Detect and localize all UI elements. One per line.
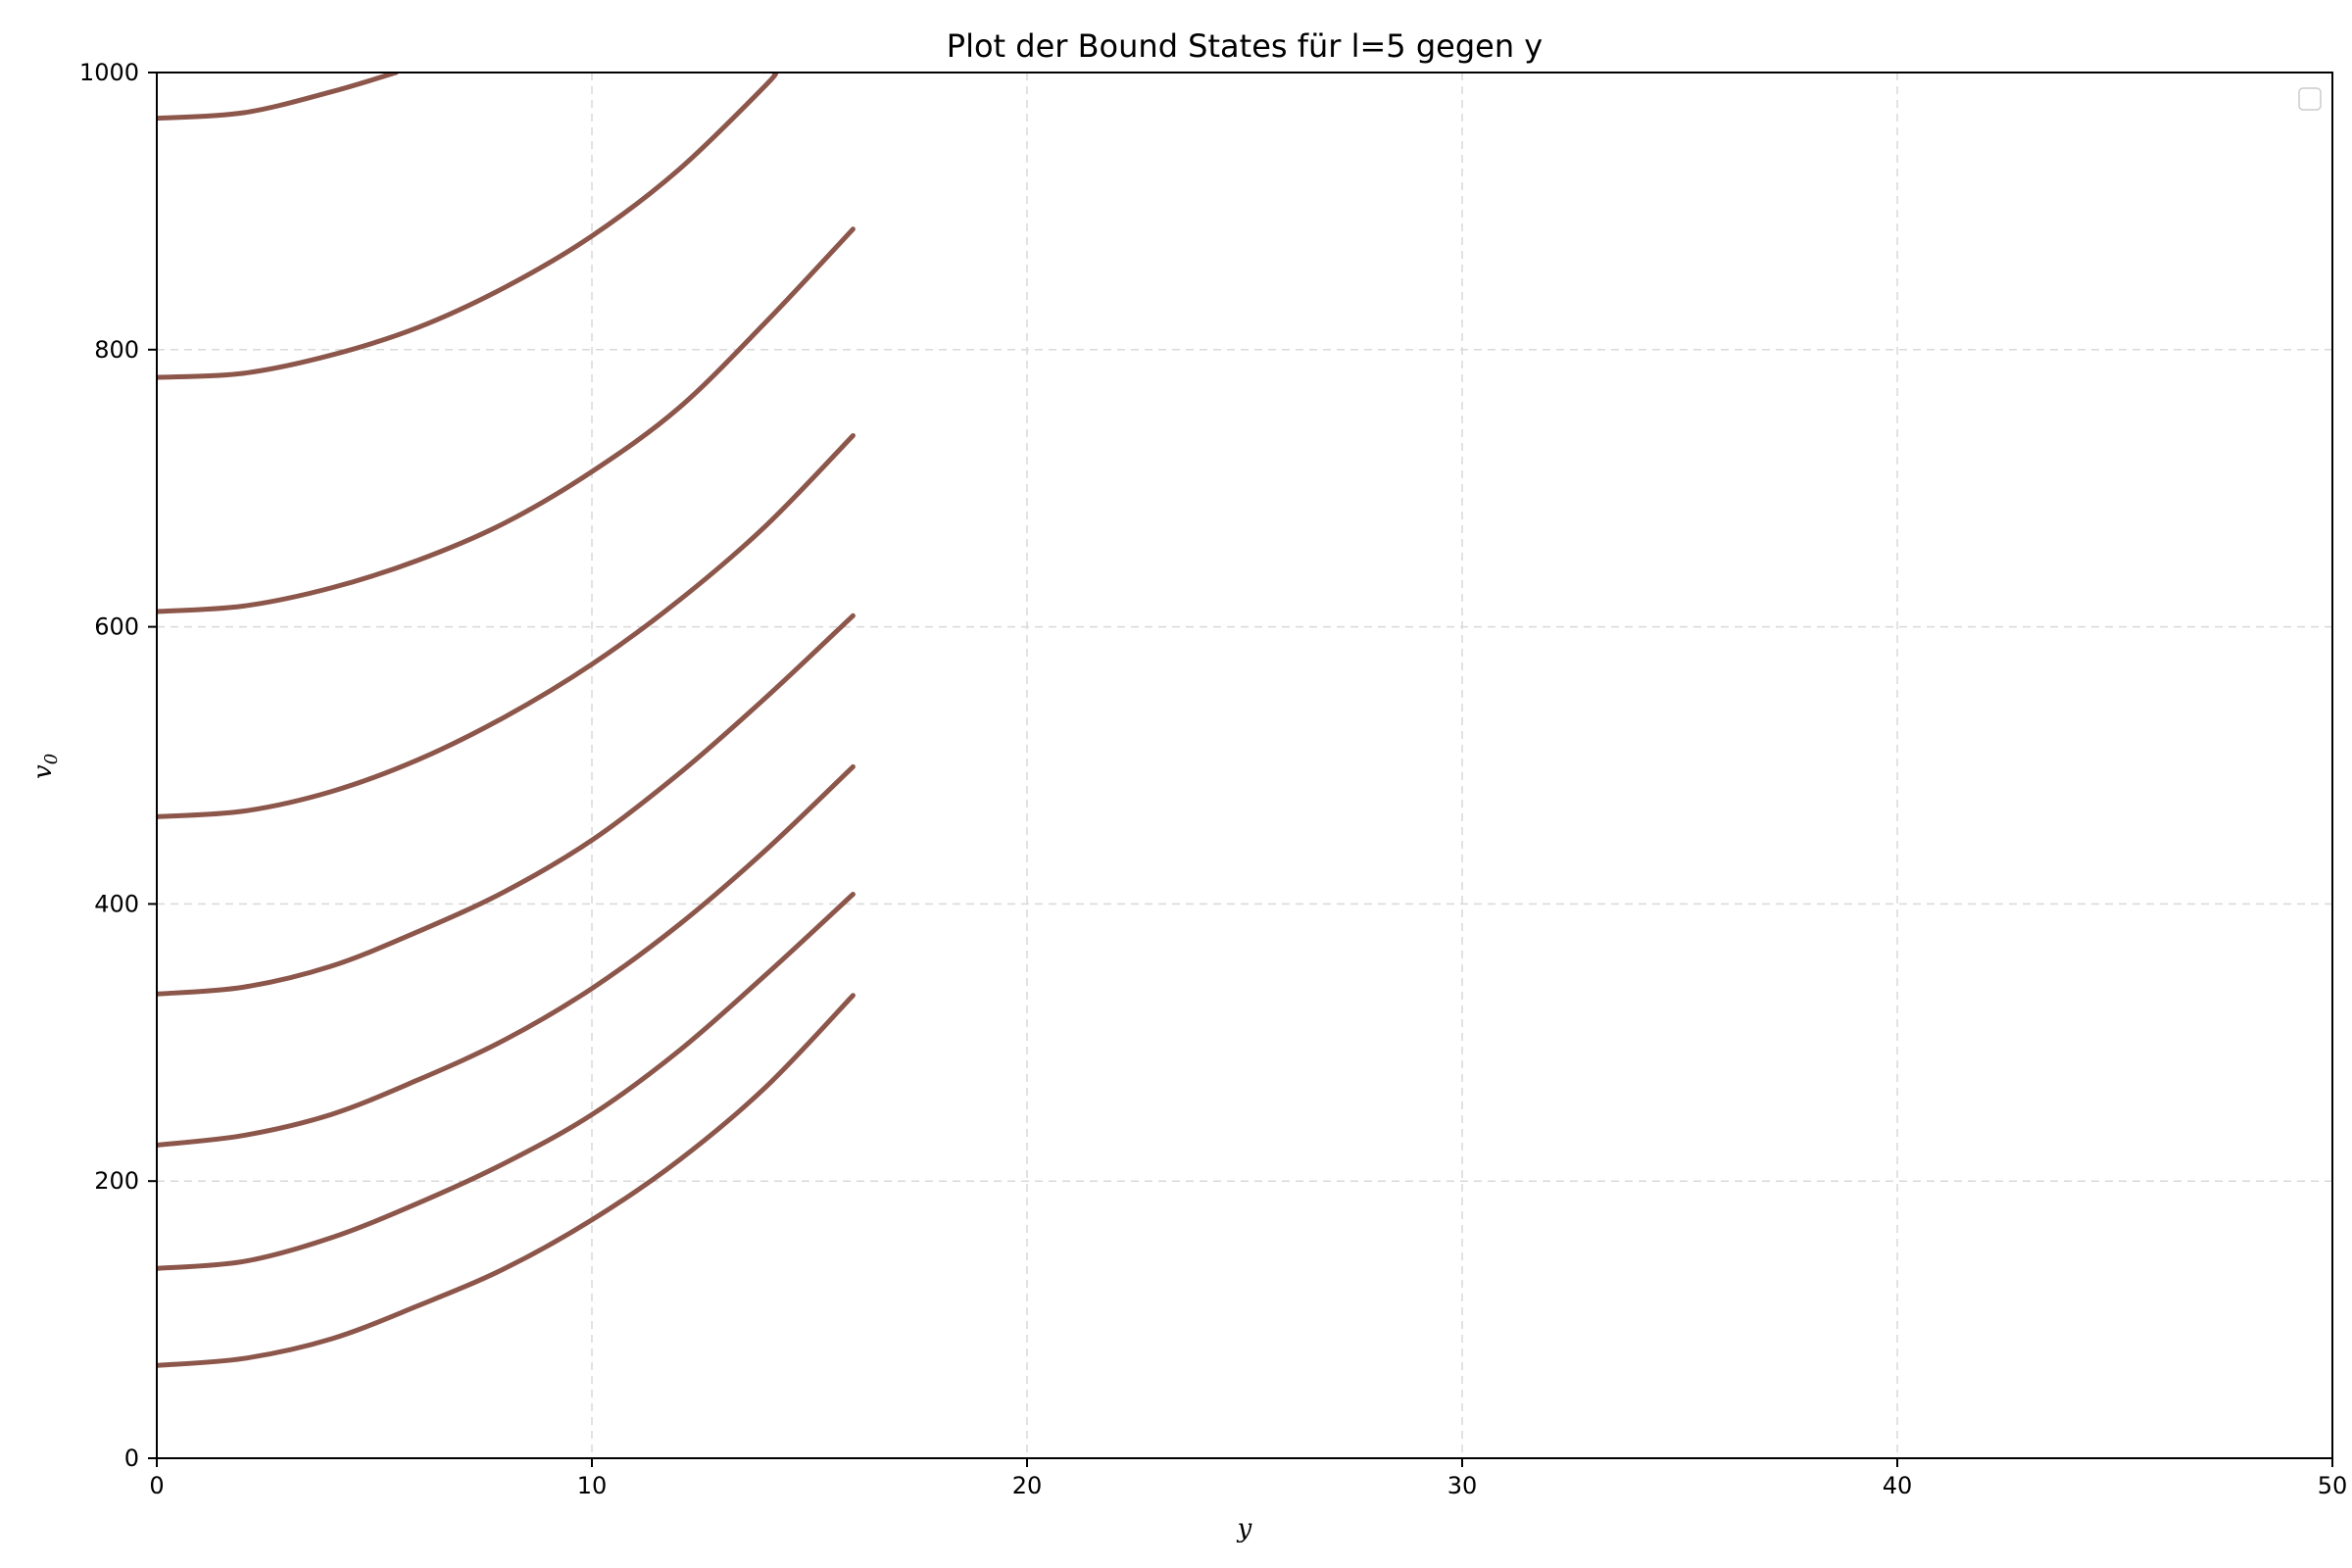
y-axis-label-main: v (28, 764, 58, 779)
legend-box (2298, 87, 2322, 111)
x-axis-label: y (1237, 1514, 1252, 1544)
svg-text:v0: v0 (28, 754, 62, 779)
x-tick-label: 0 (149, 1472, 164, 1499)
y-tick-label: 200 (94, 1167, 139, 1195)
x-tick-label: 20 (1012, 1472, 1043, 1499)
bound-state-curve-1 (157, 993, 856, 1368)
series-group (157, 73, 856, 1368)
chart-title: Plot der Bound States für l=5 gegen y (947, 27, 1543, 65)
bound-state-curve-5 (157, 432, 856, 819)
y-axis-label: v0 (28, 754, 62, 779)
bound-state-curve-8 (157, 73, 399, 122)
bound-state-curve-4 (157, 612, 856, 997)
bound-state-curve-7 (157, 73, 779, 380)
bound-state-curve-2 (157, 892, 856, 1271)
y-tick-label: 800 (94, 336, 139, 364)
x-tick-label: 30 (1447, 1472, 1478, 1499)
y-tick-label: 400 (94, 890, 139, 917)
y-tick-label: 600 (94, 613, 139, 641)
bound-state-curve-6 (157, 226, 856, 614)
y-axis-label-subscript: 0 (41, 754, 62, 764)
x-tick-label: 10 (577, 1472, 608, 1499)
x-tick-label: 50 (2318, 1472, 2348, 1499)
y-tick-label: 0 (124, 1445, 139, 1472)
x-axis: 0 10 20 30 40 50 (149, 1458, 2347, 1499)
y-axis: 0 200 400 600 800 1000 (79, 59, 157, 1472)
bound-state-curve-3 (157, 763, 856, 1148)
plot-frame (156, 72, 2333, 1459)
grid (157, 73, 2332, 1458)
y-tick-label: 1000 (79, 59, 139, 86)
x-tick-label: 40 (1883, 1472, 1913, 1499)
